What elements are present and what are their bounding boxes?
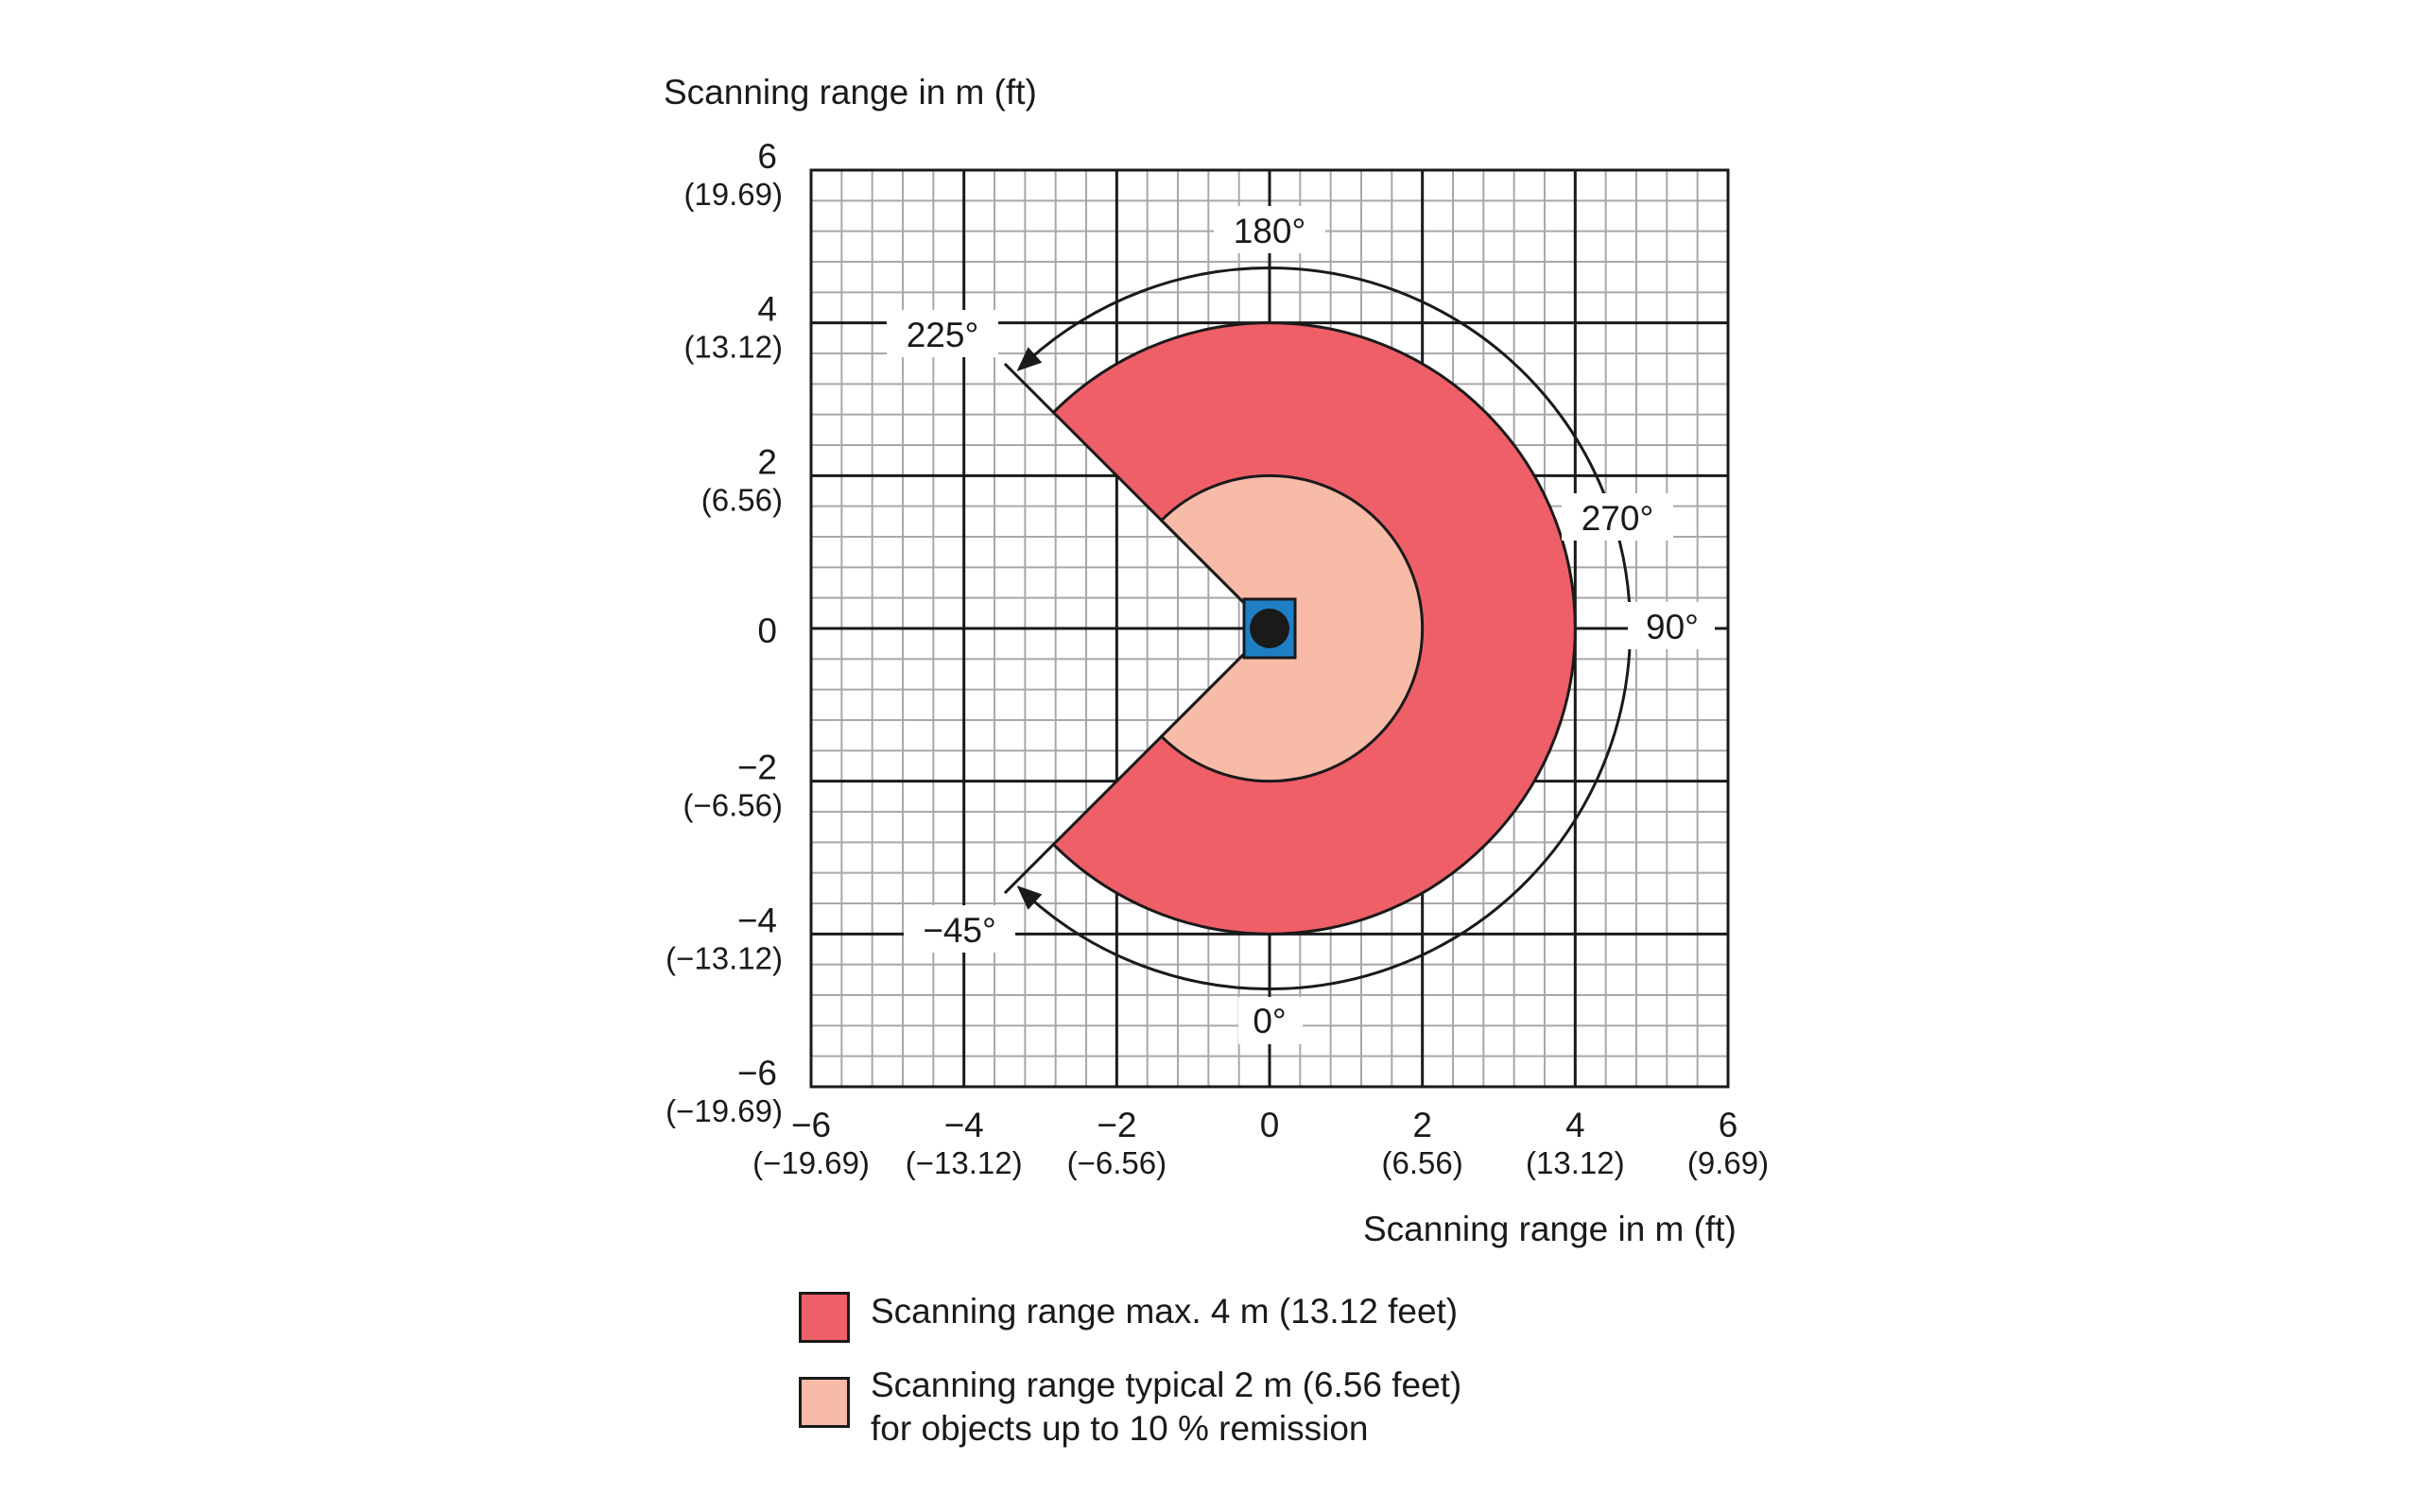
angle-label-neg45: −45° <box>923 911 996 950</box>
sensor-lens <box>1250 609 1289 648</box>
y-tick-label: 2 <box>757 442 777 481</box>
arrowhead-icon <box>1016 885 1043 910</box>
x-tick-label: 2 <box>1412 1106 1432 1144</box>
arrowhead-icon <box>1016 347 1043 371</box>
x-tick-label: 0 <box>1260 1106 1280 1144</box>
x-tick-feet-label: (9.69) <box>1687 1145 1769 1180</box>
label-bg <box>1562 493 1673 541</box>
grid <box>809 168 1730 1089</box>
scan-fields <box>1051 321 1577 936</box>
angle-label-270: 270° <box>1582 499 1654 538</box>
y-tick-label: 0 <box>757 611 777 650</box>
y-tick-feet-label: (19.69) <box>683 177 783 212</box>
sensor-icon <box>1242 597 1297 660</box>
y-tick-label: −2 <box>737 748 777 787</box>
y-tick-label: 6 <box>757 137 777 176</box>
x-tick-label: 6 <box>1719 1106 1738 1144</box>
y-axis-tick-labels: 6(19.69) 4(13.12) 2(6.56) 0 −2(−6.56) −4(−13.… <box>666 137 783 1128</box>
x-tick-label: −6 <box>791 1106 831 1144</box>
label-bg <box>1238 997 1303 1044</box>
x-tick-label: 4 <box>1565 1106 1585 1144</box>
y-axis-title: Scanning range in m (ft) <box>664 73 1037 112</box>
x-tick-label: −4 <box>944 1106 984 1144</box>
legend-label-typical-range: Scanning range typical 2 m (6.56 feet) f… <box>871 1364 1461 1451</box>
legend: Scanning range max. 4 m (13.12 feet) Sca… <box>799 1290 1461 1471</box>
x-axis-tick-labels: −6(−19.69) −4(−13.12) −2(−6.56) 0 2(6.56) 4(1… <box>752 1106 1769 1180</box>
y-tick-label: −6 <box>737 1054 777 1092</box>
legend-label-typical-line2: for objects up to 10 % remission <box>871 1409 1369 1448</box>
plot-frame <box>809 168 1730 1089</box>
y-tick-feet-label: (−6.56) <box>683 788 783 823</box>
legend-swatch-typical-range <box>799 1377 850 1428</box>
x-axis-title: Scanning range in m (ft) <box>1363 1210 1737 1248</box>
legend-item-max-range: Scanning range max. 4 m (13.12 feet) <box>799 1290 1461 1343</box>
legend-label-max-range-text: Scanning range max. 4 m (13.12 feet) <box>871 1292 1459 1331</box>
x-tick-feet-label: (6.56) <box>1382 1145 1463 1180</box>
legend-label-max-range: Scanning range max. 4 m (13.12 feet) <box>871 1290 1458 1333</box>
x-tick-feet-label: (13.12) <box>1526 1145 1625 1180</box>
boundary-line-225 <box>1003 362 1055 414</box>
label-bg <box>1628 602 1715 649</box>
legend-swatch-max-range <box>799 1292 850 1343</box>
x-tick-label: −2 <box>1097 1106 1136 1144</box>
legend-item-typical-range: Scanning range typical 2 m (6.56 feet) f… <box>799 1364 1461 1451</box>
label-bg <box>887 310 998 357</box>
label-bg <box>1214 206 1325 253</box>
y-tick-label: 4 <box>757 290 777 329</box>
boundary-line-neg45 <box>1003 843 1055 895</box>
angle-labels: 180° 225° 270° 90° −45° 0° <box>887 206 1715 1044</box>
y-tick-feet-label: (−13.12) <box>666 940 783 975</box>
legend-label-typical-line1: Scanning range typical 2 m (6.56 feet) <box>871 1366 1462 1404</box>
angle-label-90: 90° <box>1646 608 1699 646</box>
y-tick-feet-label: (6.56) <box>701 482 783 517</box>
y-tick-label: −4 <box>737 901 777 939</box>
x-tick-feet-label: (−19.69) <box>752 1145 870 1180</box>
x-tick-feet-label: (−13.12) <box>906 1145 1023 1180</box>
y-tick-feet-label: (13.12) <box>683 330 783 365</box>
angle-label-180: 180° <box>1234 212 1306 250</box>
label-bg <box>904 905 1015 953</box>
y-tick-feet-label: (−19.69) <box>666 1093 783 1128</box>
angle-label-0: 0° <box>1253 1002 1286 1040</box>
x-tick-feet-label: (−6.56) <box>1067 1145 1167 1180</box>
angle-label-225: 225° <box>907 316 979 354</box>
